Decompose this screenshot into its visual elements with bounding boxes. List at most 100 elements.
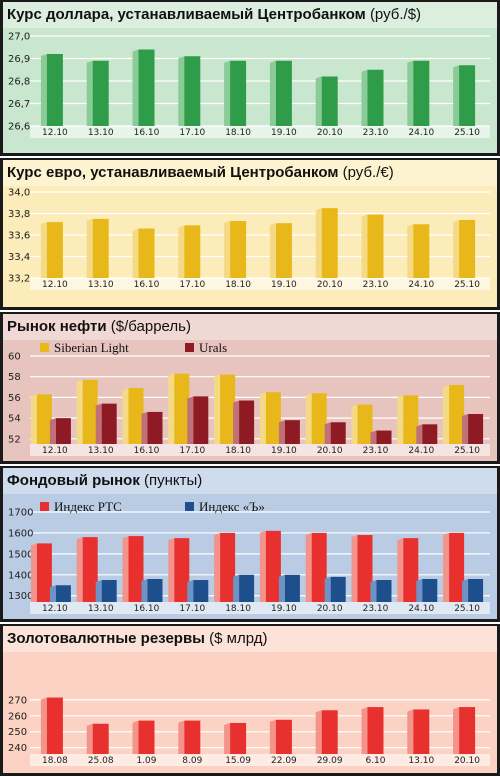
stock-bar-side-2: [324, 576, 331, 602]
stock-bar-1: [403, 538, 419, 602]
oil-bar-2: [55, 418, 71, 444]
oil-ytick-label: 58: [8, 372, 21, 383]
oil-bar-1: [128, 388, 144, 444]
stock-bar-side-1: [443, 532, 450, 602]
eur-rate-title-text: Курс евро, устанавливаемый Центробанком: [7, 164, 339, 181]
usd-rate-title-text: Курс доллара, устанавливаемый Центробанк…: [7, 6, 366, 23]
oil-ytick-label: 60: [8, 352, 21, 363]
usd-bar-side-1: [86, 60, 93, 126]
usd-bar-side-1: [40, 54, 47, 126]
stock-bar-2: [284, 574, 300, 602]
stock-market-panel: 1700 1600 1500 1400 1300 12.10 13.10 16.10 17.10…: [0, 466, 500, 622]
usd-bar-side-1: [269, 60, 276, 126]
oil-xtick-label: 25.10: [454, 446, 480, 456]
oil-bar-1: [174, 373, 190, 444]
reserves-bar-side-1: [407, 709, 414, 754]
oil-xtick-label: 13.10: [88, 446, 114, 456]
stock-bar-side-1: [351, 535, 358, 602]
oil-bar-side-1: [214, 374, 221, 444]
reserves-xtick-label: 25.08: [88, 756, 114, 766]
reserves-xtick-label: 6.10: [365, 756, 385, 766]
usd-xtick-label: 18.10: [225, 128, 251, 138]
reserves-bar-1: [46, 697, 63, 754]
oil-xtick-label: 24.10: [408, 446, 434, 456]
oil-xtick-label: 17.10: [179, 446, 205, 456]
reserves-bar-1: [92, 723, 109, 754]
usd-bar-side-1: [315, 76, 322, 126]
stock-bar-side-1: [122, 536, 129, 602]
reserves-ytick-label: 270: [8, 695, 27, 706]
usd-xtick-label: 19.10: [271, 128, 297, 138]
reserves-ytick-label: 250: [8, 727, 27, 738]
reserves-bar-1: [230, 722, 247, 754]
usd-bar-1: [230, 60, 247, 126]
usd-bar-1: [138, 49, 155, 126]
stock-bar-2: [101, 580, 117, 602]
oil-bar-side-1: [443, 384, 450, 444]
oil-bar-side-1: [168, 373, 175, 444]
stock-market-unit: (пункты): [144, 472, 203, 489]
reserves-xtick-label: 8.09: [182, 756, 202, 766]
usd-header-band: [0, 0, 500, 28]
reserves-title: Золотовалютные резервы ($ млрд): [7, 630, 267, 647]
oil-bar-2: [376, 430, 392, 444]
oil-xtick-label: 20.10: [317, 446, 343, 456]
stock-xtick-label: 24.10: [408, 604, 434, 614]
oil-bar-side-1: [397, 395, 404, 444]
usd-ytick-label: 27,0: [8, 32, 30, 43]
usd-top-rule: [0, 0, 500, 2]
usd-ytick-label: 26,6: [8, 122, 30, 133]
stock-xtick-label: 19.10: [271, 604, 297, 614]
eur-xtick-label: 25.10: [454, 280, 480, 290]
stock-bar-2: [468, 578, 484, 602]
eur-xtick-label: 24.10: [408, 280, 434, 290]
stock-bar-2: [239, 574, 255, 602]
eur-header-band: [0, 158, 500, 186]
oil-bar-side-2: [49, 418, 56, 444]
stock-bottom-rule: [0, 619, 500, 622]
reserves-ytick-label: 260: [8, 711, 27, 722]
reserves-xtick-label: 20.10: [454, 756, 480, 766]
usd-rate-unit: (руб./$): [369, 6, 422, 23]
reserves-xtick-label: 13.10: [408, 756, 434, 766]
usd-xtick-label: 13.10: [88, 128, 114, 138]
eur-bar-side-1: [224, 221, 231, 278]
reserves-title-text: Золотовалютные резервы: [7, 630, 205, 647]
stock-right-rule: [497, 466, 500, 622]
stock-bar-side-2: [370, 580, 377, 602]
stock-market-title-text: Фондовый рынок: [7, 472, 140, 489]
eur-xtick-label: 12.10: [42, 280, 68, 290]
oil-bar-2: [422, 424, 438, 444]
usd-bar-1: [459, 65, 476, 126]
oil-legend-label-2: Urals: [199, 340, 227, 355]
oil-bar-side-1: [30, 394, 37, 444]
oil-bar-side-2: [187, 396, 194, 444]
oil-bar-1: [220, 374, 236, 444]
eur-xtick-label: 16.10: [134, 280, 160, 290]
usd-xtick-label: 25.10: [454, 128, 480, 138]
oil-bar-side-2: [324, 422, 331, 444]
stock-bar-2: [376, 580, 392, 602]
eur-right-rule: [497, 158, 500, 310]
reserves-bar-side-1: [315, 710, 322, 754]
eur-xtick-label: 19.10: [271, 280, 297, 290]
oil-legend-swatch-1: [40, 343, 49, 352]
oil-header-band: [0, 312, 500, 340]
stock-bar-1: [357, 535, 373, 602]
stock-xtick-label: 20.10: [317, 604, 343, 614]
eur-bar-side-1: [86, 218, 93, 278]
eur-ytick-label: 33,2: [8, 274, 30, 285]
reserves-bar-side-1: [132, 720, 139, 754]
usd-bar-1: [46, 54, 63, 126]
oil-bar-side-1: [351, 404, 358, 444]
reserves-bottom-rule: [0, 773, 500, 776]
reserves-xtick-label: 18.08: [42, 756, 68, 766]
eur-rate-unit: (руб./€): [342, 164, 394, 181]
oil-market-title: Рынок нефти ($/баррель): [7, 318, 191, 335]
oil-bar-side-1: [76, 379, 83, 444]
stock-bar-side-2: [187, 580, 194, 602]
usd-ytick-label: 26,8: [8, 77, 30, 88]
reserves-bar-1: [321, 710, 338, 754]
reserves-header-band: [0, 624, 500, 652]
eur-bar-1: [459, 219, 476, 278]
